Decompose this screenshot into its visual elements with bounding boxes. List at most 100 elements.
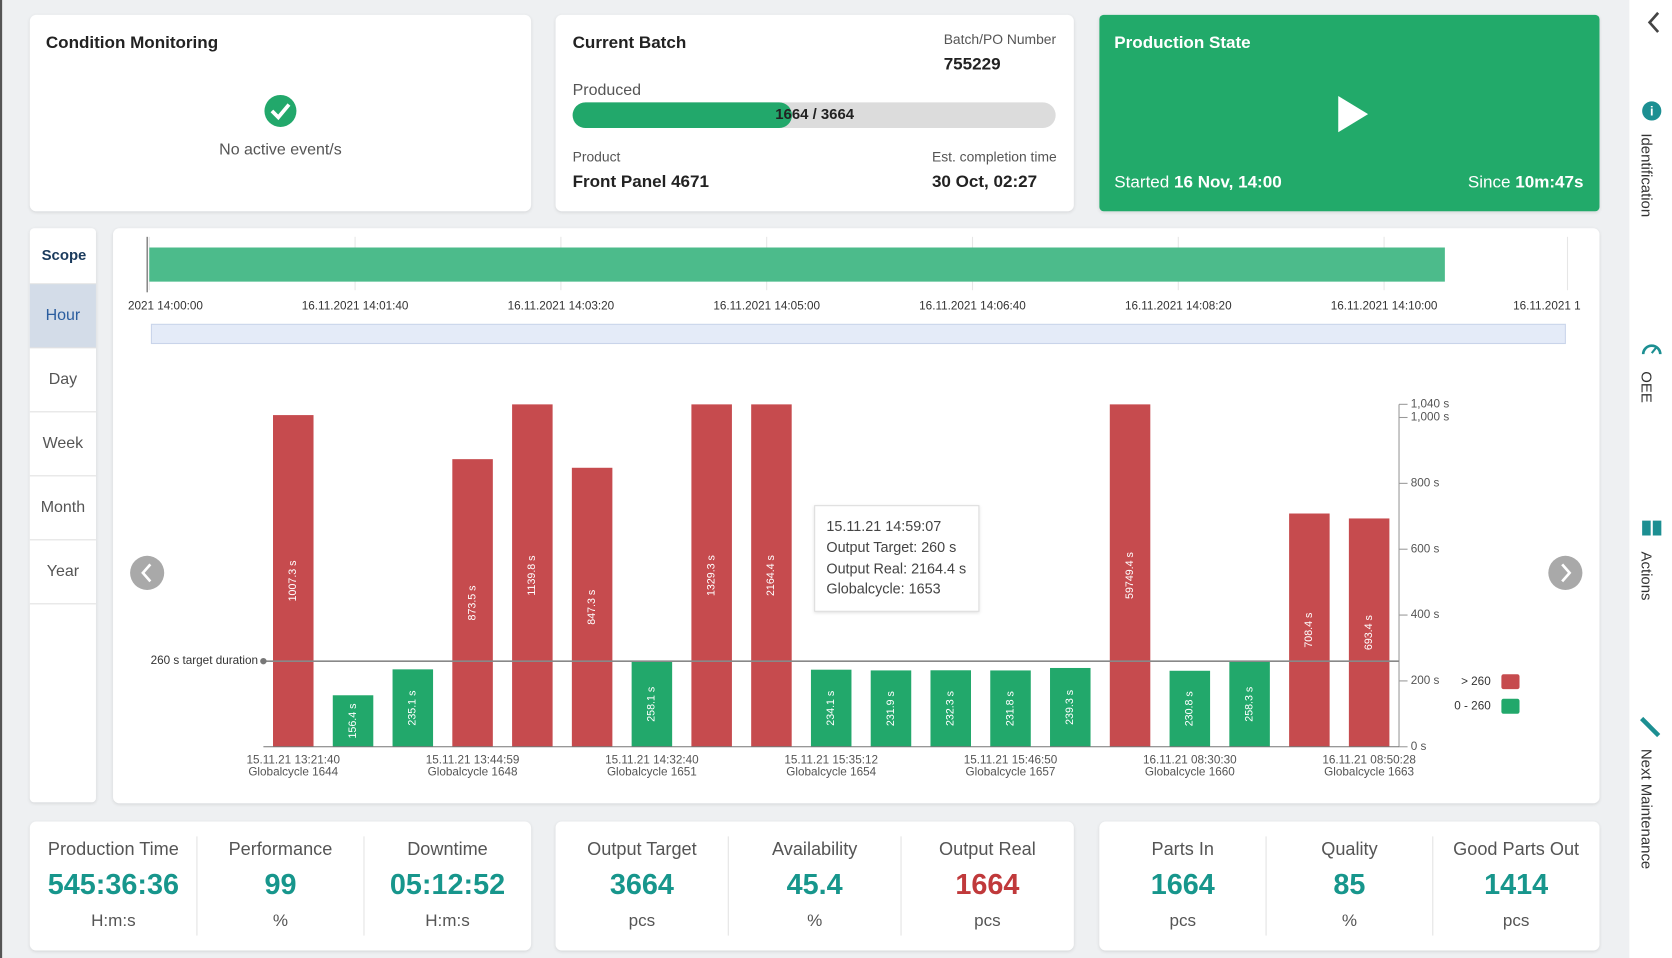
progress-label: 1664 / 3664 [775,106,855,123]
timeline-label: 16.11.2021 14:03:20 [508,299,615,312]
bar [273,415,314,747]
bar [990,670,1031,747]
kpi-unit: % [273,911,288,930]
scope-option[interactable] [29,411,96,476]
x-tick-label: 15.11.21 15:35:12 [784,754,878,767]
kpi-unit: pcs [974,911,1001,930]
legend-swatch [1501,698,1520,714]
kpi-value: 545:36:36 [48,869,179,901]
kpi-label: Production Time [48,839,179,859]
value-label: 231.8 s [1004,691,1016,726]
kpi-label: Performance [229,839,333,859]
threshold-dot [260,657,267,665]
bar [1050,667,1091,747]
x-tick-label: 15.11.21 15:46:50 [964,754,1058,767]
value-label: 2164.4 s [765,555,777,596]
x-tick-label: 16.11.21 08:50:28 [1322,754,1416,767]
x-tick-label: 15.11.21 13:44:59 [426,754,520,767]
kpi-value: 1414 [1484,869,1548,901]
scope-option[interactable] [29,347,96,412]
bar [691,404,732,747]
kpi-value: 05:12:52 [390,869,505,901]
kpi-value: 3664 [610,869,674,901]
kpi-unit: % [1342,911,1357,930]
scope-option[interactable] [29,283,96,348]
value-label: 234.1 s [825,691,837,726]
x-tick-sublabel: Globalcycle 1660 [1145,765,1235,778]
timeline-label: 16.11.2021 14:08:20 [1125,299,1232,312]
bar [1348,518,1390,747]
check [270,103,291,121]
bar [452,459,493,747]
value-label: 230.8 s [1184,691,1196,726]
card-title: Condition Monitoring [46,33,218,52]
kpi-card [1099,821,1600,951]
y-tick-label: 600 s [1411,542,1440,555]
prev-chevron [141,563,152,583]
tooltip: 15.11.21 14:59:07 Output Target: 260 s O… [814,505,980,612]
bar [332,695,374,747]
progress-fill [572,102,792,129]
started: Started 16 Nov, 14:00 [1114,172,1281,191]
bar [1289,513,1330,747]
y-tick-label: 200 s [1411,674,1440,687]
prev-button[interactable] [130,555,165,590]
gauge-needle [1650,347,1657,354]
kpi-label: Downtime [407,839,488,859]
kpi-label: Good Parts Out [1453,839,1579,859]
kpi-card [555,821,1074,951]
batch-label: Batch/PO Number [944,31,1057,47]
legend-swatch [1501,674,1520,690]
scope-option[interactable] [29,539,96,604]
bar [810,669,852,747]
ok-icon [264,94,297,127]
bar [930,670,972,747]
bar [1109,404,1151,747]
x-tick-sublabel: Globalcycle 1657 [966,765,1056,778]
x-tick-label: 15.11.21 14:32:40 [605,754,699,767]
scope-label: Hour [46,307,81,324]
timeline-label: 16.11.2021 14:06:40 [919,299,1026,312]
card-title: Current Batch [573,33,687,52]
value-label: 239.3 s [1064,690,1076,725]
scope-option[interactable] [29,475,96,540]
x-tick-sublabel: Globalcycle 1648 [428,765,518,778]
collapse-icon[interactable] [1647,11,1660,33]
nav-label[interactable]: Identification [1637,133,1654,217]
navigator [150,323,1566,345]
y-tick-label: 0 s [1411,740,1427,753]
scope-label: Week [43,435,85,452]
kpi-value: 45.4 [787,869,843,901]
bar [512,404,553,747]
kpi-label: Quality [1321,839,1378,859]
since-label: Since [1468,172,1511,191]
y-tick-label: 1,000 s [1411,411,1450,424]
legend-label: > 260 [1461,675,1491,688]
nav-label[interactable]: Actions [1637,552,1654,601]
threshold-label: 260 s target duration [151,654,258,667]
kpi-label: Parts In [1152,839,1214,859]
timeline-label: 16.11.2021 14:05:00 [713,299,820,312]
kpi-value: 85 [1333,869,1365,901]
kpi-unit: pcs [1169,911,1196,930]
scope-title: Scope [42,247,87,264]
value-label: 1139.8 s [526,555,538,595]
y-tick-label: 1,040 s [1411,397,1450,410]
started-value: 16 Nov, 14:00 [1174,172,1282,191]
next-button[interactable] [1548,555,1583,590]
product: Front Panel 4671 [573,172,709,191]
x-tick-sublabel: Globalcycle 1651 [607,765,697,778]
value-label: 258.3 s [1243,687,1255,722]
bar [1169,670,1211,747]
kpi-unit: H:m:s [91,911,136,930]
since: Since 10m:47s [1468,172,1584,191]
nav-label[interactable]: Next Maintenance [1637,749,1654,869]
kpi-unit: pcs [629,911,656,930]
kpi-unit: % [807,911,822,930]
info-glyph: i [1650,103,1654,118]
bar [870,670,912,747]
kpi-label: Output Target [587,839,696,859]
nav-label[interactable]: OEE [1637,371,1654,403]
kpi-unit: H:m:s [425,911,470,930]
